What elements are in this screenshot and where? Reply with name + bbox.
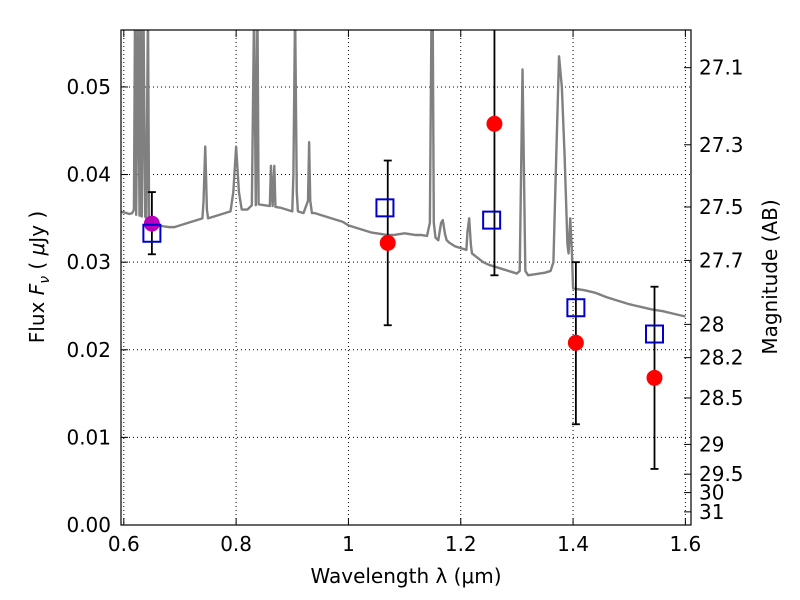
right-tick-label: 31: [699, 500, 724, 524]
model-photometry-point: [482, 210, 502, 230]
x-axis-ticks: 0.6 0.8 1 1.2 1.4 1.6: [108, 30, 701, 556]
x-tick-label: 1.6: [669, 532, 701, 556]
y-tick-label: 0.02: [66, 338, 111, 362]
grid-lines: [121, 30, 691, 525]
right-tick-label: 27.5: [699, 195, 744, 219]
right-tick-label: 29.5: [699, 462, 744, 486]
right-tick-label: 28.2: [699, 346, 744, 370]
observed-flux-point: [143, 215, 160, 232]
model-photometry-layer: [142, 198, 664, 344]
model-spectrum-line: [121, 30, 686, 318]
y-axis-ticks: 0.00 0.01 0.02 0.03 0.04 0.05: [66, 75, 128, 537]
observed-points-layer: [143, 115, 663, 386]
right-axis-label: Magnitude (AB): [758, 199, 782, 354]
model-photometry-point: [142, 223, 162, 243]
errorbar-layer: [147, 30, 659, 470]
y-tick-label: 0.03: [66, 250, 111, 274]
x-tick-label: 0.8: [220, 532, 252, 556]
y-tick-label: 0.01: [66, 425, 111, 449]
x-axis-label: Wavelength λ (μm): [310, 564, 501, 588]
right-tick-label: 28.5: [699, 386, 744, 410]
y-tick-label: 0.04: [66, 163, 111, 187]
y-tick-label: 0.05: [66, 75, 111, 99]
model-spectrum-layer: [121, 30, 686, 318]
model-photometry-point: [566, 298, 586, 318]
right-tick-label: 30: [699, 481, 724, 505]
right-tick-label: 29: [699, 432, 724, 456]
y-axis-label: Flux Fν ( μJy ): [25, 211, 53, 343]
observed-flux-point: [567, 334, 584, 351]
observed-flux-point: [646, 369, 663, 386]
x-tick-label: 1.4: [557, 532, 589, 556]
model-photometry-point: [644, 324, 664, 344]
x-tick-label: 1.2: [445, 532, 477, 556]
right-tick-label: 27.7: [699, 248, 744, 272]
observed-flux-point: [379, 234, 396, 251]
right-tick-label: 27.3: [699, 133, 744, 157]
plot-frame: [120, 29, 692, 526]
y-tick-label: 0.00: [66, 513, 111, 537]
right-tick-label: 27.1: [699, 56, 744, 80]
model-photometry-point: [375, 198, 395, 218]
x-tick-label: 0.6: [108, 532, 140, 556]
x-tick-label: 1: [342, 532, 355, 556]
right-tick-label: 28: [699, 312, 724, 336]
observed-flux-point: [486, 115, 503, 132]
